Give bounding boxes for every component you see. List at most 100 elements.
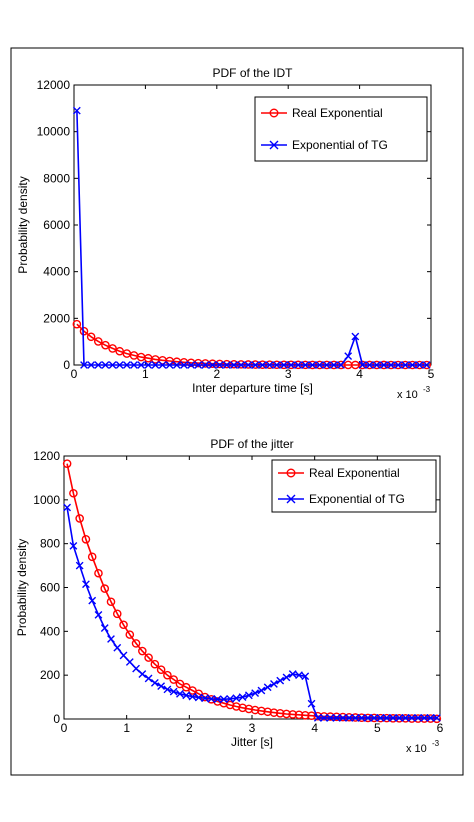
chart-0-series-1-point bbox=[208, 361, 217, 369]
chart-0-series-1-point bbox=[365, 361, 374, 369]
chart-0-series-1-point bbox=[72, 106, 81, 115]
chart-0-series-1-point bbox=[358, 361, 367, 369]
chart-0-series-1-point bbox=[215, 361, 224, 369]
chart-1-series-1-point bbox=[63, 503, 72, 512]
chart-1-series-1-point bbox=[244, 691, 253, 700]
chart-1-series-1-point bbox=[382, 714, 391, 722]
chart-1-series-0-point bbox=[282, 709, 291, 719]
chart-1-x-multiplier-exp: -3 bbox=[432, 739, 440, 748]
chart-1-series-0-point bbox=[125, 630, 135, 639]
chart-1-series-0-point bbox=[332, 712, 341, 722]
chart-1-ytick-label: 800 bbox=[40, 537, 60, 551]
chart-0-series-1-point bbox=[244, 361, 253, 369]
chart-1-series-1-point bbox=[144, 674, 153, 683]
chart-0-series-1-point bbox=[222, 361, 231, 369]
chart-1-xtick-label: 4 bbox=[311, 721, 318, 735]
chart-1-series-1-point bbox=[207, 694, 216, 703]
chart-1-series-1-point bbox=[100, 624, 109, 632]
chart-0-ytick-label: 10000 bbox=[37, 125, 71, 139]
chart-0-series-1-point bbox=[394, 361, 403, 369]
chart-0-ytick-label: 0 bbox=[63, 358, 70, 372]
chart-1-ytick-label: 1200 bbox=[33, 449, 60, 463]
chart-0-series-1-point bbox=[80, 361, 88, 369]
chart-0-series-1-point bbox=[265, 361, 274, 369]
chart-0-series-1-point bbox=[301, 361, 310, 369]
chart-1-series-1-point bbox=[194, 693, 203, 702]
chart-1-series-1-point bbox=[376, 714, 385, 722]
chart-1-series-1-point bbox=[288, 670, 297, 678]
chart-1-series-0-point bbox=[119, 620, 128, 630]
chart-1-series-1-point bbox=[282, 673, 291, 682]
chart-0-series-1-point bbox=[94, 361, 103, 369]
chart-1-xlabel: Jitter [s] bbox=[231, 735, 273, 749]
chart-1-series-0-point bbox=[232, 702, 241, 711]
chart-0-series-1-point bbox=[137, 361, 146, 369]
chart-0-series-1-point bbox=[401, 361, 410, 369]
chart-0-series-0-point bbox=[108, 344, 117, 353]
chart-1-series-0-point bbox=[244, 704, 254, 714]
chart-1-ytick-label: 0 bbox=[53, 712, 60, 726]
chart-0-series-1-point bbox=[258, 361, 267, 369]
chart-1-series-1-point bbox=[138, 670, 147, 678]
chart-1-series-1-point bbox=[125, 658, 134, 666]
chart-1-series-1-point bbox=[213, 695, 222, 704]
chart-1-series-1-point bbox=[88, 596, 97, 605]
chart-1-series-1-point bbox=[201, 694, 209, 703]
chart-1-series-1-point bbox=[169, 687, 178, 696]
chart-0-xtick-label: 5 bbox=[428, 367, 435, 381]
chart-0-series-1-point bbox=[415, 361, 424, 369]
chart-1-ytick-label: 200 bbox=[40, 668, 60, 682]
chart-1-series-1-point bbox=[420, 714, 429, 722]
chart-0-xtick-label: 4 bbox=[356, 367, 363, 381]
chart-0-series-1-point bbox=[101, 361, 110, 369]
chart-1-series-0-point bbox=[275, 709, 285, 718]
chart-0-series-1-point bbox=[315, 361, 324, 369]
chart-1-x-multiplier: x 10 bbox=[406, 743, 427, 755]
chart-1-series-1-point bbox=[94, 611, 103, 619]
chart-0-series-1-point bbox=[251, 361, 260, 369]
chart-0-legend-label: Real Exponential bbox=[292, 106, 383, 120]
chart-1-series-1-point bbox=[432, 714, 441, 722]
chart-1-series-1 bbox=[63, 503, 441, 722]
chart-0-series-1-point bbox=[294, 361, 303, 369]
chart-1-series-1-point bbox=[113, 643, 122, 652]
chart-1-series-1-point bbox=[270, 680, 278, 688]
chart-0-series-1-point bbox=[387, 361, 395, 369]
chart-1-series-1-point bbox=[370, 714, 379, 722]
chart-1-series-1-point bbox=[75, 561, 84, 570]
chart-1-series-0-point bbox=[263, 707, 272, 717]
chart-1-series-0-point bbox=[338, 712, 348, 722]
chart-1-xtick-label: 2 bbox=[186, 721, 193, 735]
chart-0-series-1-point bbox=[151, 361, 160, 369]
chart-0-series-1-point bbox=[337, 361, 345, 369]
chart-1-legend-box bbox=[271, 459, 437, 513]
chart-1-legend-swatch-marker bbox=[286, 494, 296, 504]
chart-0-xlabel: Inter departure time [s] bbox=[192, 381, 313, 395]
chart-1-series-1-point bbox=[82, 580, 90, 589]
chart-0-series-0-point bbox=[86, 332, 96, 342]
chart-1-series-0-point bbox=[94, 568, 103, 578]
chart-0-series-1-point bbox=[344, 352, 353, 361]
chart-1-ytick-label: 600 bbox=[40, 581, 60, 595]
chart-1-series-0-point bbox=[106, 597, 116, 607]
chart-0-series-0-point bbox=[101, 340, 110, 350]
chart-0-series-1-point bbox=[130, 361, 138, 369]
chart-1-xtick-label: 0 bbox=[61, 721, 68, 735]
chart-1-series-1-point bbox=[276, 676, 285, 685]
chart-1-series-1-point bbox=[426, 714, 435, 722]
chart-1-legend: Real Exponential Exponential of TG bbox=[271, 459, 437, 513]
chart-0-xtick-label: 0 bbox=[71, 367, 78, 381]
chart-1-series-0-point bbox=[294, 710, 304, 720]
chart-1-series-1-point bbox=[107, 635, 115, 643]
chart-1-series-1-point bbox=[389, 714, 397, 722]
chart-0-series-1-point bbox=[272, 361, 281, 369]
chart-1-series-0-point bbox=[319, 712, 329, 721]
chart-1-series-0-point bbox=[131, 639, 141, 648]
chart-1-series-1-point bbox=[326, 714, 335, 722]
chart-0-legend-swatch-marker bbox=[269, 108, 279, 118]
chart-1-series-1-point bbox=[150, 678, 159, 687]
chart-1-series-0-point bbox=[432, 714, 442, 724]
chart-1-series-0-point bbox=[62, 459, 72, 468]
chart-0-series-1-point bbox=[372, 361, 381, 369]
